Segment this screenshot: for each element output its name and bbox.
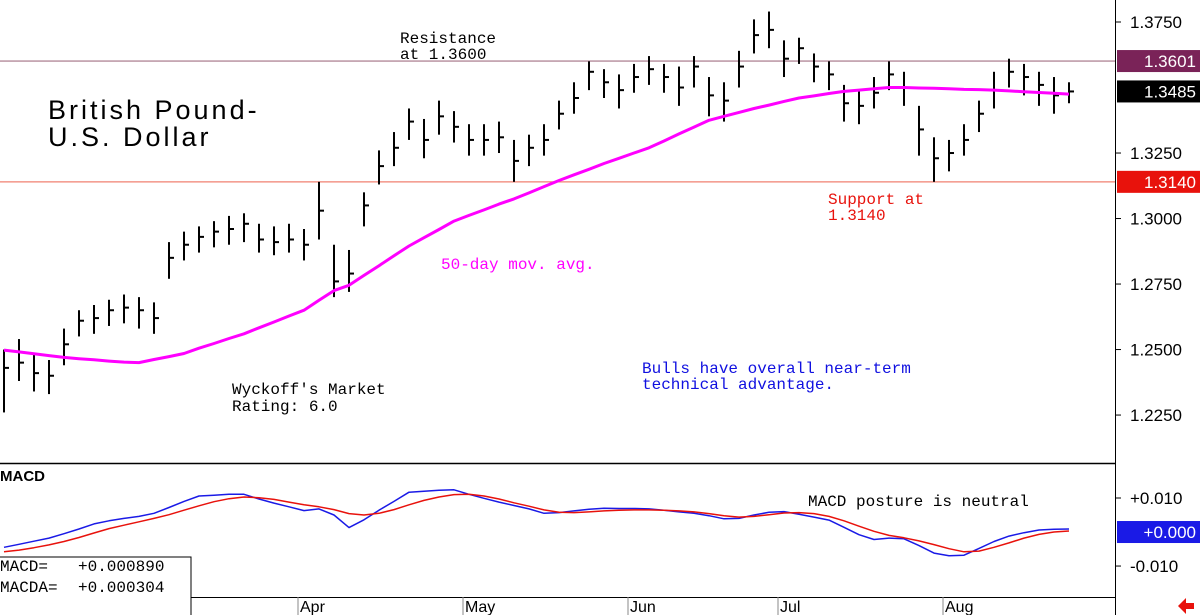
y-tick-label: 1.2500 xyxy=(1130,341,1182,360)
legend-box xyxy=(0,556,192,615)
y-tick-label: 1.2250 xyxy=(1130,406,1182,425)
y-tick-label: 1.3250 xyxy=(1130,144,1182,163)
x-tick-label: Jul xyxy=(780,599,800,615)
annotation: at 1.3600 xyxy=(400,46,486,64)
moving-average-line xyxy=(3,86,1070,365)
annotation: Support at xyxy=(828,191,924,209)
macd-line xyxy=(3,493,1070,553)
chart-title: U.S. Dollar xyxy=(48,122,212,152)
legend-label: MACDA= xyxy=(0,579,58,597)
annotation: Resistance xyxy=(400,30,496,48)
value-box-label: 1.3485 xyxy=(1144,82,1196,101)
y-tick-label: 1.2750 xyxy=(1130,275,1182,294)
annotation: 1.3140 xyxy=(828,207,886,225)
series-label: 50-day mov. avg. xyxy=(441,256,595,274)
y-tick-label: 1.3000 xyxy=(1130,210,1182,229)
x-tick-label: May xyxy=(465,599,495,615)
y-tick-label: 1.3750 xyxy=(1130,13,1182,32)
chart-title: British Pound- xyxy=(48,95,260,125)
scroll-arrow[interactable] xyxy=(1178,598,1194,614)
x-tick-label: Apr xyxy=(300,599,326,615)
legend-value: +0.000304 xyxy=(78,579,164,597)
annotation: technical advantage. xyxy=(642,376,834,394)
x-tick-label: Aug xyxy=(945,599,973,615)
macd-line xyxy=(3,489,1070,557)
value-box-label: 1.3140 xyxy=(1144,173,1196,192)
value-box xyxy=(1117,80,1200,103)
value-box xyxy=(1117,521,1200,544)
annotation: Bulls have overall near-term xyxy=(642,360,911,378)
annotation: Wyckoff's Market xyxy=(232,381,386,399)
panel-title: MACD xyxy=(0,468,45,485)
legend-label: MACD= xyxy=(0,558,48,576)
annotation: Rating: 6.0 xyxy=(232,398,338,416)
y-tick-label: -0.010 xyxy=(1130,557,1178,576)
value-box-label: 1.3601 xyxy=(1144,52,1196,71)
value-box xyxy=(1117,170,1200,193)
x-tick-label: Jun xyxy=(630,599,656,615)
y-tick-label: +0.010 xyxy=(1130,489,1182,508)
legend-value: +0.000890 xyxy=(78,558,164,576)
value-box-label: +0.000 xyxy=(1144,523,1196,542)
value-box xyxy=(1117,50,1200,73)
annotation: MACD posture is neutral xyxy=(808,493,1029,511)
